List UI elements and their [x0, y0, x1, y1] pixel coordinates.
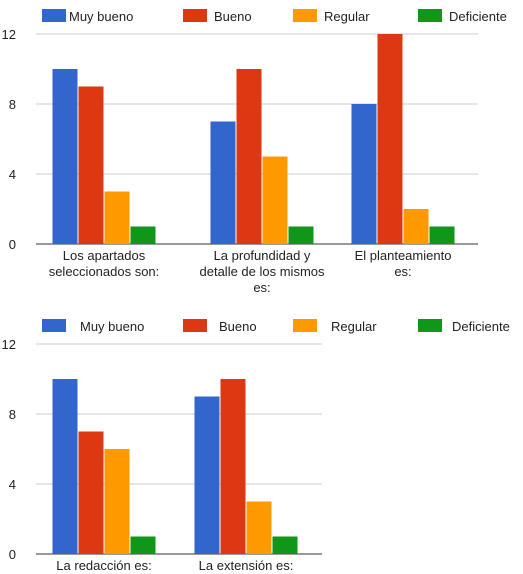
legend-label: Deficiente — [452, 319, 510, 334]
bar — [403, 209, 429, 244]
x-category-label: La extensión es: — [199, 558, 294, 573]
x-category-label-line: La extensión es: — [199, 558, 294, 573]
bar — [78, 431, 104, 554]
bar — [246, 501, 272, 554]
y-tick-label: 4 — [9, 477, 16, 492]
bar — [104, 191, 130, 244]
x-category-label-line: seleccionados son: — [49, 264, 160, 279]
chart-1: Muy bueno Bueno Regular Deficiente 0 4 8 12 Los … — [2, 9, 507, 295]
y-tick-label: 12 — [2, 27, 16, 42]
x-category-label: La redacción es: — [56, 558, 151, 573]
legend-label: Muy bueno — [80, 319, 144, 334]
bar — [78, 86, 104, 244]
legend-swatch — [42, 9, 66, 22]
bar — [262, 156, 288, 244]
legend-swatch — [183, 9, 207, 22]
legend-label: Muy bueno — [69, 9, 133, 24]
y-axis: 0 4 8 12 — [2, 337, 322, 562]
bar — [220, 379, 246, 554]
x-category-label: Los apartados seleccionados son: — [49, 248, 160, 279]
bar — [52, 379, 78, 554]
legend-swatch — [42, 319, 66, 332]
chart-2: Muy bueno Bueno Regular Deficiente 0 4 8 12 La r… — [2, 319, 510, 573]
x-category-label-line: La redacción es: — [56, 558, 151, 573]
bar — [104, 449, 130, 554]
bars — [52, 34, 455, 244]
legend-swatch — [183, 319, 207, 332]
x-category-label-line: es: — [394, 264, 411, 279]
bar — [130, 226, 156, 244]
y-tick-label: 0 — [9, 237, 16, 252]
legend-swatch — [418, 9, 442, 22]
legend-label: Bueno — [219, 319, 257, 334]
y-tick-label: 8 — [9, 407, 16, 422]
bar — [288, 226, 314, 244]
x-category-label-line: Los apartados — [63, 248, 146, 263]
x-category-label-line: detalle de los mismos — [200, 264, 325, 279]
bar — [236, 69, 262, 244]
y-tick-label: 12 — [2, 337, 16, 352]
x-category-label: La profundidad y detalle de los mismos es: — [200, 248, 325, 295]
x-category-label-line: es: — [253, 280, 270, 295]
legend: Muy bueno Bueno Regular Deficiente — [42, 9, 507, 24]
legend-label: Regular — [324, 9, 370, 24]
y-tick-label: 4 — [9, 167, 16, 182]
bar — [351, 104, 377, 244]
bar — [272, 536, 298, 554]
x-category-label-line: La profundidad y — [214, 248, 311, 263]
x-category-label: El planteamiento es: — [355, 248, 452, 279]
bar — [52, 69, 78, 244]
y-tick-label: 0 — [9, 547, 16, 562]
bar — [429, 226, 455, 244]
bars — [52, 379, 298, 554]
bar — [194, 396, 220, 554]
bar — [130, 536, 156, 554]
legend-label: Deficiente — [449, 9, 507, 24]
bar — [210, 121, 236, 244]
legend-label: Bueno — [214, 9, 252, 24]
y-tick-label: 8 — [9, 97, 16, 112]
bar — [377, 34, 403, 244]
legend-swatch — [293, 9, 317, 22]
legend: Muy bueno Bueno Regular Deficiente — [42, 319, 510, 334]
legend-swatch — [418, 319, 442, 332]
legend-label: Regular — [331, 319, 377, 334]
x-category-label-line: El planteamiento — [355, 248, 452, 263]
legend-swatch — [293, 319, 317, 332]
